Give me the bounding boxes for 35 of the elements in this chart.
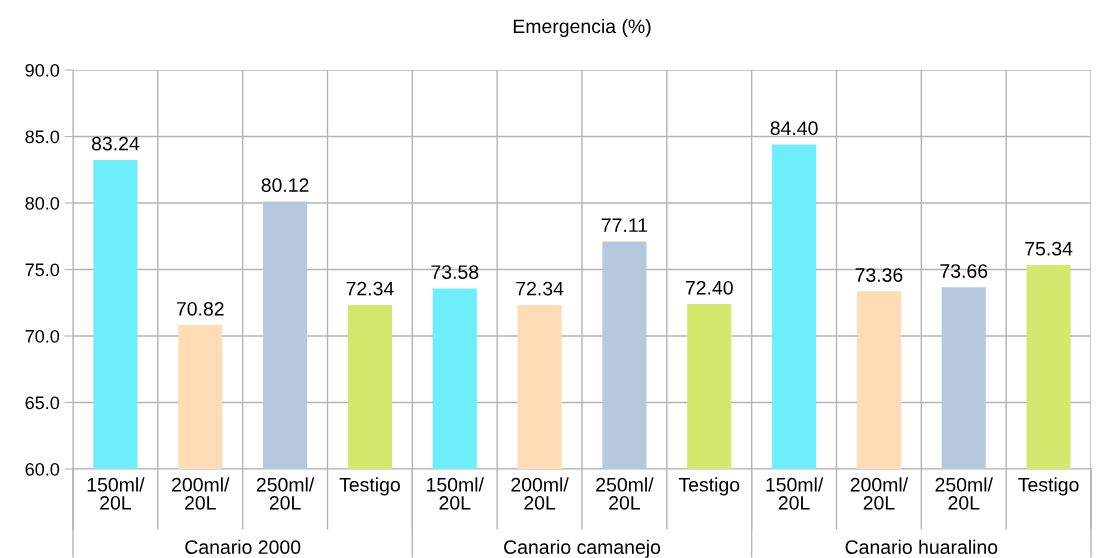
y-tick-label: 65.0: [25, 396, 60, 410]
text: Canario 2000: [185, 539, 301, 555]
data-label: 73.66: [940, 264, 988, 278]
x-tick-label: Testigo: [1018, 477, 1079, 496]
x-tick-label: Testigo: [678, 477, 740, 496]
x-tick-label: 250ml/ 20L: [935, 477, 993, 510]
data-label: 75.34: [1025, 241, 1073, 256]
x-tick-label: 200ml/ 20L: [511, 477, 569, 510]
data-label: 77.11: [601, 218, 648, 232]
data-label: 72.34: [346, 281, 394, 296]
data-label: 70.82: [176, 301, 224, 316]
x-tick-label: 150ml/ 20L: [87, 477, 145, 510]
text: Canario camanejo: [504, 539, 661, 558]
data-label: 72.40: [685, 280, 733, 295]
y-tick-label: 70.0: [25, 329, 60, 343]
data-label: 80.12: [261, 178, 309, 193]
data-label: 72.34: [516, 281, 564, 296]
data-label: 73.36: [855, 268, 903, 282]
data-label: 84.40: [770, 121, 818, 136]
y-tick-label: 85.0: [25, 130, 60, 144]
y-tick-label: 60.0: [25, 462, 60, 476]
chart-title: Emergencia (%): [513, 18, 651, 38]
x-tick-label: 250ml/ 20L: [596, 477, 654, 510]
y-tick-label: 75.0: [25, 263, 60, 277]
x-tick-label: 150ml/ 20L: [427, 477, 484, 510]
x-tick-label: 200ml/ 20L: [172, 477, 230, 510]
y-tick-label: 80.0: [25, 196, 60, 210]
y-tick-label: 90.0: [25, 63, 60, 77]
data-label: 73.58: [431, 265, 479, 279]
data-label: 83.24: [91, 136, 140, 151]
text: Canario huaralino: [845, 539, 998, 555]
x-tick-label: 150ml/ 20L: [766, 477, 824, 510]
x-tick-label: Testigo: [339, 477, 400, 496]
x-tick-label: 250ml/ 20L: [256, 477, 315, 510]
x-tick-label: 200ml/ 20L: [850, 477, 909, 510]
